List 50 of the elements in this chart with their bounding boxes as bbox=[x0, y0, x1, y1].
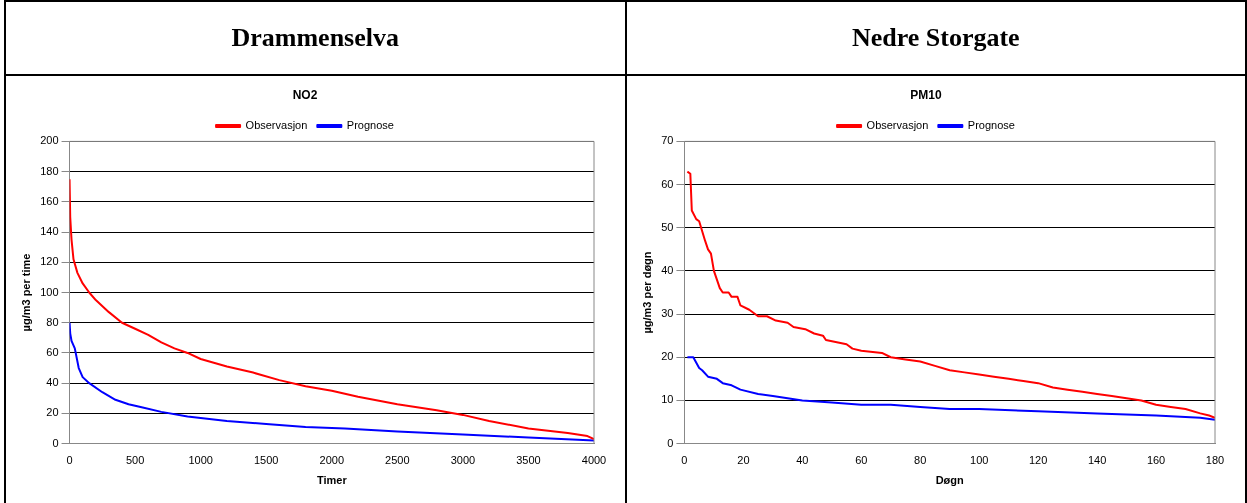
x-tick-label: 0 bbox=[66, 454, 73, 467]
y-axis-title: µg/m3 per time bbox=[19, 253, 32, 332]
y-tick-label: 80 bbox=[46, 315, 59, 328]
y-tick-label: 140 bbox=[40, 225, 59, 238]
x-tick-label: 2500 bbox=[385, 454, 410, 467]
y-tick-label: 20 bbox=[660, 350, 673, 363]
x-tick-label: 120 bbox=[1028, 454, 1047, 467]
y-tick-label: 50 bbox=[660, 220, 673, 233]
x-tick-label: 160 bbox=[1146, 454, 1165, 467]
y-tick-label: 40 bbox=[46, 376, 59, 389]
y-tick-label: 0 bbox=[52, 436, 59, 449]
x-tick-label: 2000 bbox=[319, 454, 345, 467]
y-tick-label: 30 bbox=[660, 307, 673, 320]
y-tick-label: 160 bbox=[40, 194, 59, 207]
legend-label: Prognose bbox=[346, 118, 394, 131]
x-axis-title: Døgn bbox=[935, 474, 964, 487]
x-tick-label: 180 bbox=[1205, 454, 1224, 467]
y-tick-label: 100 bbox=[40, 285, 59, 298]
x-tick-label: 100 bbox=[969, 454, 988, 467]
x-tick-label: 60 bbox=[854, 454, 867, 467]
x-tick-label: 1500 bbox=[253, 454, 279, 467]
x-tick-label: 0 bbox=[680, 454, 687, 467]
x-tick-label: 500 bbox=[125, 454, 145, 467]
x-tick-label: 80 bbox=[913, 454, 926, 467]
x-tick-label: 1000 bbox=[188, 454, 213, 467]
y-tick-label: 60 bbox=[660, 177, 673, 190]
y-axis-title: µg/m3 per døgn bbox=[640, 251, 653, 334]
y-tick-label: 60 bbox=[46, 345, 59, 358]
y-tick-label: 20 bbox=[46, 406, 59, 419]
chart-subtitle: PM10 bbox=[909, 87, 942, 102]
x-axis-title: Timer bbox=[316, 474, 348, 487]
legend-label: Observasjon bbox=[866, 118, 928, 131]
x-tick-label: 40 bbox=[795, 454, 808, 467]
y-tick-label: 40 bbox=[660, 263, 673, 276]
x-tick-label: 4000 bbox=[581, 454, 607, 467]
x-tick-label: 3500 bbox=[516, 454, 541, 467]
legend-label: Observasjon bbox=[245, 118, 308, 131]
y-tick-label: 180 bbox=[40, 164, 59, 177]
y-tick-label: 10 bbox=[660, 393, 673, 406]
x-tick-label: 140 bbox=[1087, 454, 1106, 467]
chart-title: Drammenselva bbox=[6, 0, 625, 76]
chart-subtitle: NO2 bbox=[292, 87, 318, 102]
x-tick-label: 3000 bbox=[450, 454, 476, 467]
y-tick-label: 0 bbox=[666, 436, 673, 449]
chart-title: Nedre Storgate bbox=[626, 0, 1245, 76]
x-tick-label: 20 bbox=[736, 454, 750, 467]
y-tick-label: 200 bbox=[40, 134, 59, 147]
y-tick-label: 70 bbox=[660, 134, 673, 147]
y-tick-label: 120 bbox=[40, 255, 59, 268]
legend-label: Prognose bbox=[967, 118, 1015, 131]
